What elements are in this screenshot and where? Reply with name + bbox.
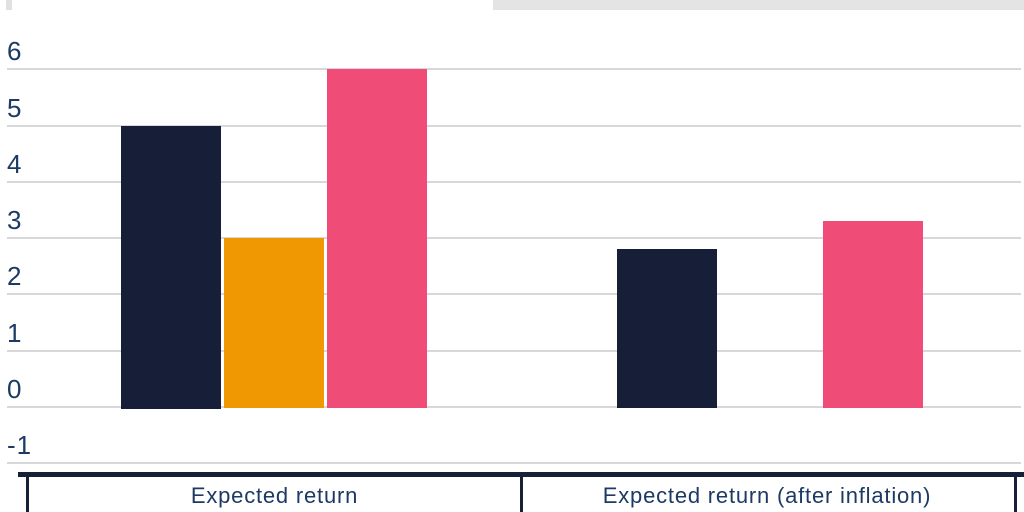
y-tick-label: 6 [7,36,23,66]
bar-orange-series-group-0 [224,238,324,408]
gridline-y-5 [7,125,1021,127]
bar-dark-navy-series-group-0 [121,126,221,409]
gridline-y-4 [7,181,1021,183]
gridline-y-1 [7,350,1021,352]
y-tick-label: 4 [7,149,23,179]
category-table-border-right [1014,472,1017,512]
y-tick-label: 3 [7,205,23,235]
y-tick-label: -1 [7,430,33,460]
category-table-border-left [26,472,29,512]
cropped-ui-fragment [6,0,12,10]
bar-pink-series-group-0 [327,69,427,408]
category-label-0: Expected return [190,483,359,508]
category-table-border-middle [520,472,523,512]
y-tick-label: 1 [7,318,23,348]
gridline-y-3 [7,237,1021,239]
gridline-y-0 [7,406,1021,408]
category-label-1: Expected return (after inflation) [602,483,932,508]
y-tick-label: 5 [7,93,23,123]
y-tick-label: 0 [7,374,23,404]
bar-pink-series-group-1 [823,221,923,408]
gridline-y-2 [7,293,1021,295]
gridline-y--1 [7,462,1021,464]
gridline-y-6 [7,68,1021,70]
y-tick-label: 2 [7,261,23,291]
bar-dark-navy-series-group-1 [617,249,717,408]
cropped-ui-strip [493,0,1024,10]
